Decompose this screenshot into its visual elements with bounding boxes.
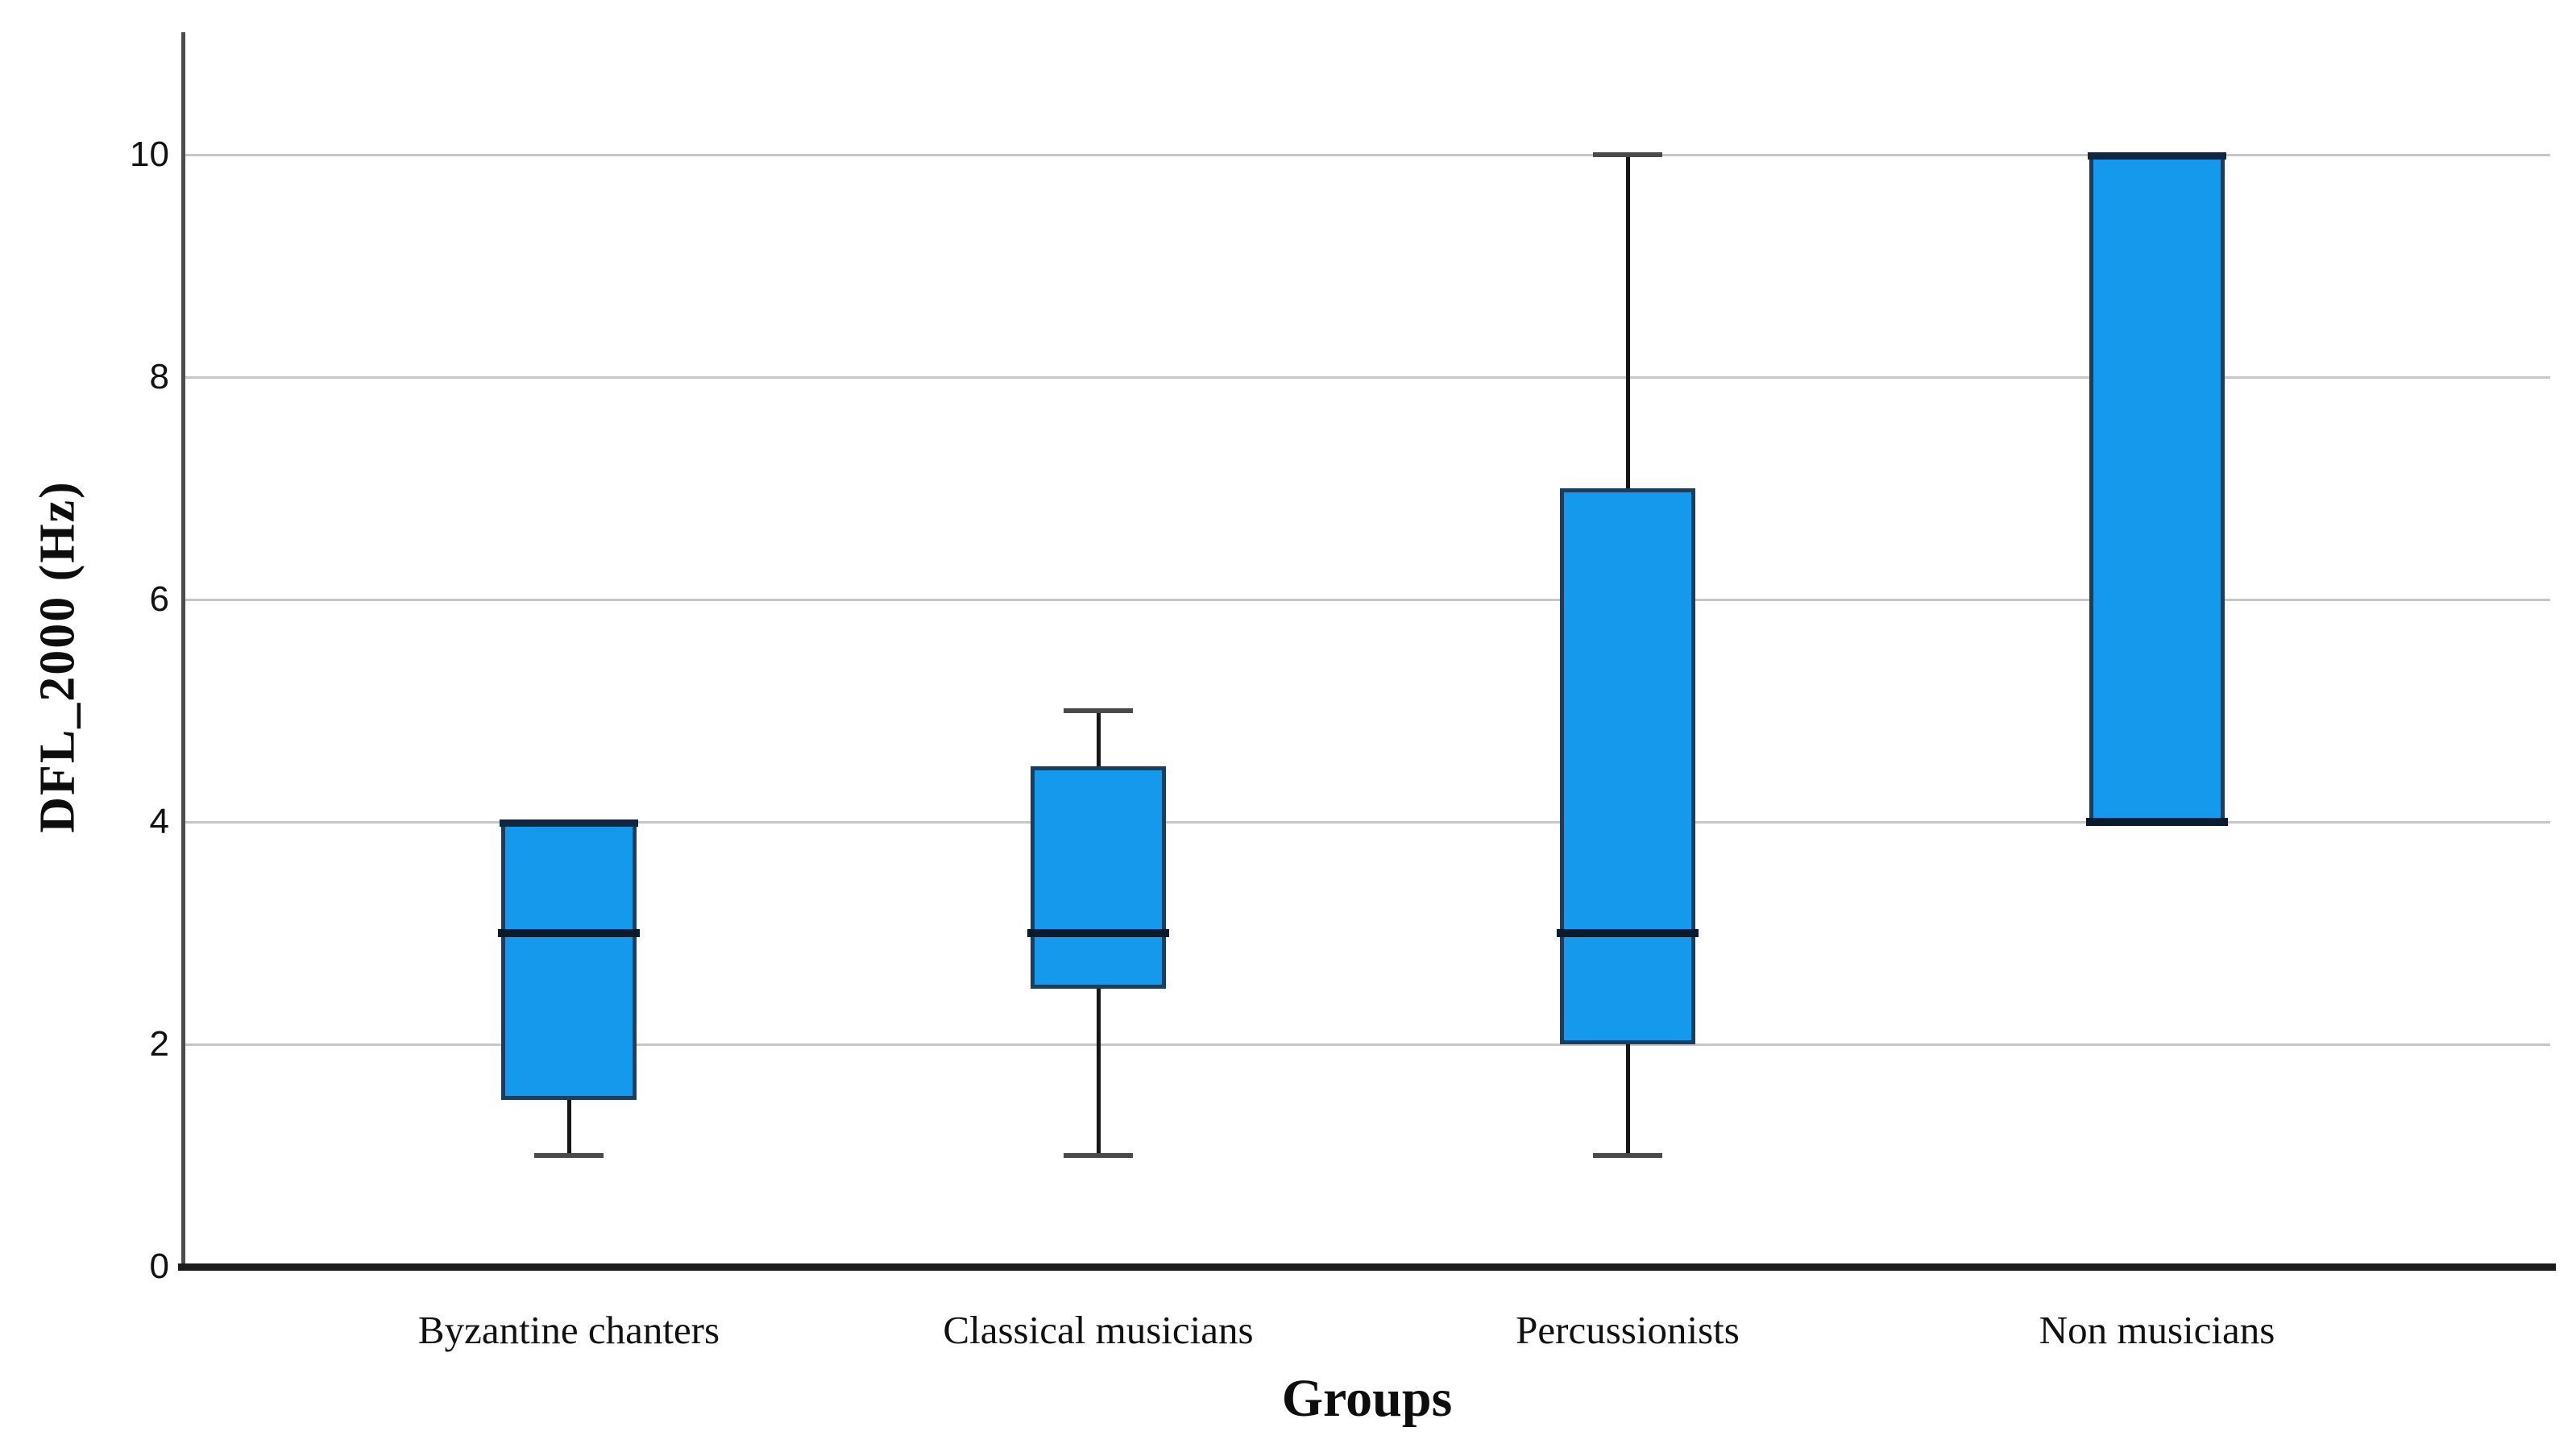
max-edge-line: [2088, 151, 2226, 160]
x-category-label-1: Byzantine chanters: [417, 1308, 720, 1352]
lower-whisker-line: [566, 1100, 571, 1155]
gridline-y6: [184, 598, 2550, 601]
upper-whisker-cap: [1593, 152, 1662, 157]
median-line: [1557, 929, 1699, 937]
y-tick-label-0: 0: [149, 1247, 169, 1286]
x-category-label-4: Non musicians: [2039, 1308, 2275, 1352]
x-category-label-3: Percussionists: [1516, 1308, 1740, 1352]
iqr-box: [2089, 155, 2225, 822]
upper-whisker-line: [1096, 711, 1101, 766]
median-line: [2086, 818, 2228, 826]
lower-whisker-line: [1096, 989, 1101, 1155]
median-line: [1027, 929, 1169, 937]
x-axis-line: [178, 1263, 2556, 1271]
y-tick-label-6: 6: [149, 579, 169, 619]
y-axis-line: [181, 32, 185, 1270]
gridline-y8: [184, 375, 2550, 379]
gridline-y4: [184, 820, 2550, 824]
lower-whisker-line: [1625, 1044, 1630, 1155]
median-line: [498, 929, 640, 937]
upper-whisker-line: [1625, 155, 1630, 488]
y-axis-title: DFL_2000 (Hz): [30, 480, 85, 833]
x-category-label-2: Classical musicians: [943, 1308, 1254, 1352]
iqr-box: [1031, 766, 1166, 989]
lower-whisker-cap: [1064, 1153, 1133, 1158]
lower-whisker-cap: [1593, 1153, 1662, 1158]
upper-whisker-cap: [1064, 708, 1133, 713]
y-tick-label-8: 8: [149, 357, 169, 396]
y-tick-label-2: 2: [149, 1024, 169, 1064]
y-tick-label-10: 10: [130, 135, 169, 174]
max-edge-line: [500, 819, 638, 827]
y-tick-label-4: 4: [149, 802, 169, 841]
lower-whisker-cap: [534, 1153, 604, 1158]
x-axis-title: Groups: [1281, 1369, 1453, 1428]
gridline-y10: [184, 153, 2550, 156]
iqr-box: [501, 822, 637, 1100]
gridline-y2: [184, 1043, 2550, 1046]
iqr-box: [1560, 488, 1695, 1044]
